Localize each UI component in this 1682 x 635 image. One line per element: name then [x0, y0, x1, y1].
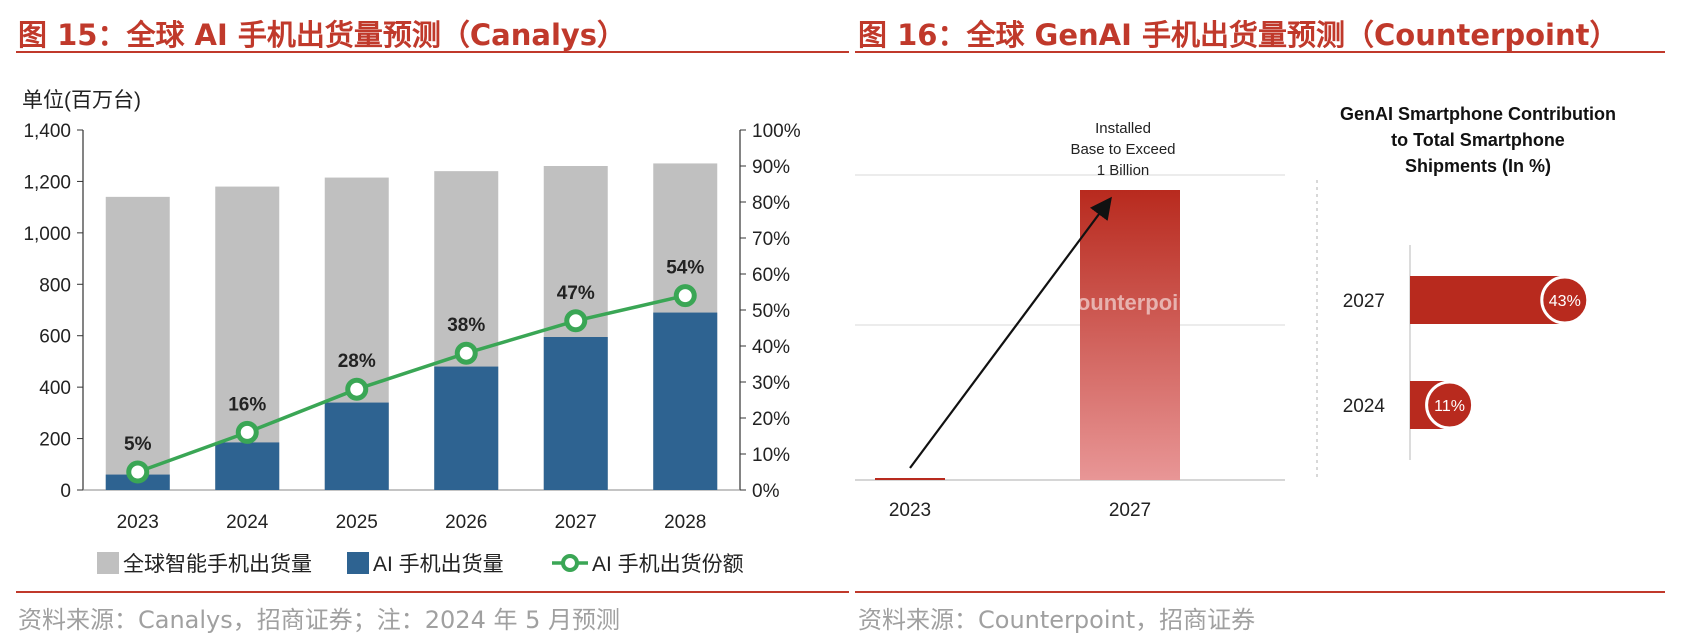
- share-data-label: 47%: [557, 283, 595, 304]
- share-data-label: 5%: [124, 434, 152, 455]
- x-tick-label: 2025: [336, 512, 378, 533]
- bar-ai-2027: [543, 337, 608, 490]
- x-tick-label: 2028: [664, 512, 706, 533]
- hbar-end-circle: [1425, 380, 1475, 430]
- share-data-label: 28%: [338, 351, 376, 372]
- y-tick-label: 400: [39, 378, 71, 399]
- figure-title-left: 图 15：全球 AI 手机出货量预测（Canalys）: [18, 18, 627, 52]
- y-tick-label: 0: [60, 481, 71, 502]
- y2-tick-label: 100%: [752, 121, 801, 142]
- source-rule-right: [855, 591, 1665, 593]
- plot-area: 0 200 400 600 800 1,000 1,200 1,400 0% 10% 20% 30% 4…: [23, 121, 800, 576]
- y-tick-label: 200: [39, 430, 71, 451]
- share-data-label: 54%: [666, 258, 704, 279]
- bar-ai-2026: [434, 366, 499, 490]
- point-ai-share-2026: [454, 341, 478, 365]
- source-note-left: 资料来源：Canalys，招商证券；注：2024 年 5 月预测: [18, 606, 620, 634]
- share-data-label: 38%: [447, 315, 485, 336]
- y2-tick-label: 70%: [752, 229, 790, 250]
- share-data-label: 16%: [228, 394, 266, 415]
- hbar-value-label: 43%: [1549, 293, 1581, 310]
- y2-tick-label: 20%: [752, 409, 790, 430]
- legend-label-share: AI 手机出货份额: [592, 553, 744, 576]
- x-tick-label: 2026: [445, 512, 487, 533]
- counterpoint-chart: 2023 2027 Counterpoint Installed Base to Exc…: [855, 104, 1616, 521]
- y-tick-label: 800: [39, 275, 71, 296]
- hbar-category-label: 2027: [1343, 291, 1385, 312]
- y2-tick-label: 90%: [752, 157, 790, 178]
- y-tick-label: 1,400: [23, 121, 71, 142]
- contribution-title: Shipments (In %): [1405, 156, 1551, 176]
- title-rule-left: [16, 51, 849, 53]
- figure-title-right: 图 16：全球 GenAI 手机出货量预测（Counterpoint）: [858, 18, 1619, 52]
- y2-tick-label: 60%: [752, 265, 790, 286]
- point-ai-share-2023: [126, 460, 150, 484]
- plot-area-right: 2023 2027 Counterpoint Installed Base to Exc…: [855, 104, 1616, 521]
- x-tick-label: 2027: [555, 512, 597, 533]
- legend-label-ai: AI 手机出货量: [373, 553, 504, 576]
- hbar-2027: [1410, 276, 1565, 324]
- y2-tick-label: 40%: [752, 337, 790, 358]
- legend-label-total: 全球智能手机出货量: [123, 553, 312, 576]
- y2-tick-label: 30%: [752, 373, 790, 394]
- bar-ai-2024: [215, 442, 280, 490]
- x-tick-label: 2024: [226, 512, 269, 533]
- point-ai-share-2028: [673, 284, 697, 308]
- hbar-category-label: 2024: [1343, 396, 1386, 417]
- x-tick-label: 2023: [117, 512, 159, 533]
- y2-tick-label: 0%: [752, 481, 780, 502]
- y-tick-label: 1,000: [23, 224, 71, 245]
- y2-tick-label: 80%: [752, 193, 790, 214]
- installed-base-annotation: 1 Billion: [1097, 162, 1150, 179]
- point-ai-share-2025: [345, 377, 369, 401]
- title-rule-right: [855, 51, 1665, 53]
- legend-swatch-total: [97, 552, 119, 574]
- y-tick-label: 600: [39, 327, 71, 348]
- source-note-right: 资料来源：Counterpoint，招商证券: [858, 606, 1256, 634]
- watermark-text: Counterpoint: [1061, 290, 1200, 315]
- bar-ai-2025: [324, 402, 389, 490]
- growth-arrow: [909, 196, 1112, 469]
- legend-swatch-marker: [561, 554, 579, 572]
- bar-total-2023: [105, 196, 170, 490]
- line-ai-share: [137, 293, 686, 474]
- canalys-chart: 单位(百万台) 0 200 400 600 800 1,000 1,200 1,400 0% 10…: [22, 89, 801, 576]
- unit-label: 单位(百万台): [22, 89, 141, 112]
- source-rule-left: [16, 591, 849, 593]
- legend-swatch-ai: [347, 552, 369, 574]
- bar-ai-2028: [653, 312, 718, 490]
- y2-tick-label: 10%: [752, 445, 790, 466]
- contribution-title: GenAI Smartphone Contribution: [1340, 104, 1616, 124]
- y2-tick-label: 50%: [752, 301, 790, 322]
- x-tick-label-right: 2027: [1109, 500, 1151, 521]
- x-tick-label-right: 2023: [889, 500, 931, 521]
- point-ai-share-2024: [235, 420, 259, 444]
- hbar-end-circle: [1540, 275, 1590, 325]
- hbar-value-label: 11%: [1434, 398, 1465, 415]
- installed-base-annotation: Installed: [1095, 120, 1151, 137]
- y-tick-label: 1,200: [23, 172, 71, 193]
- point-ai-share-2027: [564, 309, 588, 333]
- installed-base-annotation: Base to Exceed: [1070, 141, 1175, 158]
- bar-installed-2027: [1080, 190, 1180, 480]
- contribution-title: to Total Smartphone: [1391, 130, 1565, 150]
- bar-installed-2023: [875, 478, 945, 480]
